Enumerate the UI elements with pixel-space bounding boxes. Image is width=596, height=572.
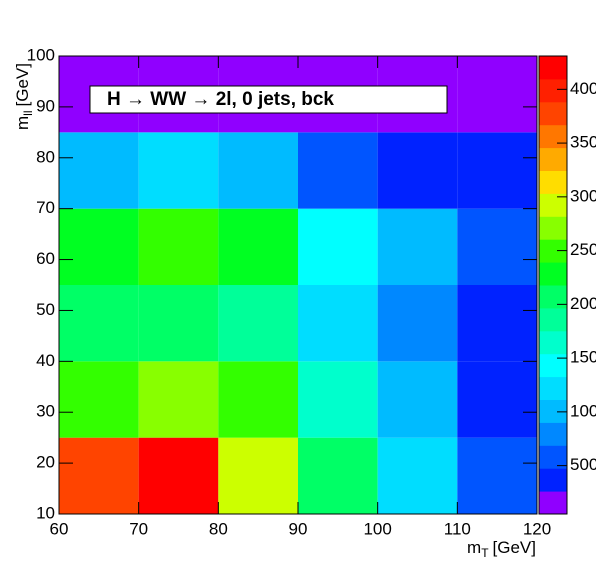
x-label-unit: [GeV] <box>493 538 536 557</box>
cells <box>59 56 537 514</box>
y-tick-label: 10 <box>36 503 55 522</box>
palette-band <box>539 193 567 217</box>
heatmap-cell <box>457 361 537 438</box>
heatmap-cell <box>59 437 139 514</box>
heatmap-cell <box>298 208 378 285</box>
palette-band <box>539 422 567 446</box>
heatmap-cell <box>457 437 537 514</box>
heatmap-cell <box>138 361 219 438</box>
heatmap-cell <box>138 132 219 209</box>
heatmap-cell <box>59 208 139 285</box>
palette-band <box>539 147 567 171</box>
x-tick-label: 120 <box>523 519 551 538</box>
y-tick-label: 90 <box>36 96 55 115</box>
heatmap-cell <box>138 437 219 514</box>
y-tick-label: 20 <box>36 453 55 472</box>
heatmap-cell <box>377 285 458 362</box>
palette-band <box>539 353 567 378</box>
x-axis-label: mT [GeV] <box>467 538 536 560</box>
y-label-symbol: m <box>13 116 32 130</box>
z-tick-label: 1500 <box>570 348 596 367</box>
heatmap-cell <box>218 132 298 209</box>
title-box <box>89 85 448 114</box>
z-tick-label: 2000 <box>570 294 596 313</box>
heatmap-cell <box>138 285 219 362</box>
heatmap-cell <box>298 132 378 209</box>
palette-band <box>539 216 567 240</box>
z-tick-label: 1000 <box>570 401 596 420</box>
y-label-unit: [GeV] <box>13 63 32 106</box>
y-tick-label: 40 <box>36 351 55 370</box>
y-tick-label: 30 <box>36 402 55 421</box>
y-label-subscript: ll <box>21 110 35 115</box>
z-tick-label: 500 <box>570 455 596 474</box>
heatmap-cell <box>218 361 298 438</box>
y-tick-label: 70 <box>36 198 55 217</box>
heatmap-cell <box>59 361 139 438</box>
heatmap-cell <box>457 56 537 133</box>
palette-band <box>539 101 567 126</box>
x-label-subscript: T <box>481 546 489 560</box>
chart-title: H → WW → 2l, 0 jets, bck <box>107 89 334 110</box>
palette-band <box>539 399 567 423</box>
x-tick-label: 60 <box>50 519 69 538</box>
heatmap-cell <box>59 132 139 209</box>
y-axis-label: mll [GeV] <box>13 63 35 130</box>
heatmap-cell <box>218 285 298 362</box>
palette-band <box>539 124 567 149</box>
z-tick-label: 4000 <box>570 79 596 98</box>
heatmap-cell <box>457 285 537 362</box>
x-tick-label: 110 <box>444 519 471 538</box>
palette-band <box>539 491 567 515</box>
z-tick-label: 3000 <box>570 186 596 205</box>
heatmap-cell <box>138 208 219 285</box>
x-tick-label: 90 <box>289 519 308 538</box>
palette-band <box>539 307 567 332</box>
y-tick-label: 60 <box>36 249 55 268</box>
heatmap-cell <box>377 437 458 514</box>
y-tick-label: 100 <box>27 45 55 64</box>
heatmap-cell <box>298 285 378 362</box>
x-tick-label: 70 <box>129 519 148 538</box>
y-tick-label: 50 <box>36 300 55 319</box>
palette-band <box>539 239 567 263</box>
x-tick-label: 80 <box>209 519 228 538</box>
heatmap-cell <box>218 437 298 514</box>
heatmap-cell <box>377 208 458 285</box>
palette-band <box>539 78 567 103</box>
x-tick-label: 100 <box>363 519 391 538</box>
heatmap-cell <box>298 361 378 438</box>
palette-frame <box>538 55 568 515</box>
y-tick-label: 80 <box>36 147 55 166</box>
palette-band <box>539 56 567 80</box>
z-tick-label: 2500 <box>570 240 596 259</box>
heatmap-cell <box>59 285 139 362</box>
heatmap-cell <box>457 208 537 285</box>
palette-band <box>539 285 567 309</box>
palette-band <box>539 468 567 492</box>
heatmap-cell <box>377 361 458 438</box>
z-tick-label: 3500 <box>570 133 596 152</box>
palette-band <box>539 376 567 400</box>
heatmap-cell <box>377 132 458 209</box>
x-label-symbol: m <box>467 538 481 557</box>
palette-band <box>539 262 567 286</box>
heatmap-cell <box>298 437 378 514</box>
palette-band <box>539 330 567 355</box>
heatmap-cell <box>218 208 298 285</box>
palette-band <box>539 445 567 469</box>
heatmap-cell <box>457 132 537 209</box>
palette-band <box>539 170 567 194</box>
